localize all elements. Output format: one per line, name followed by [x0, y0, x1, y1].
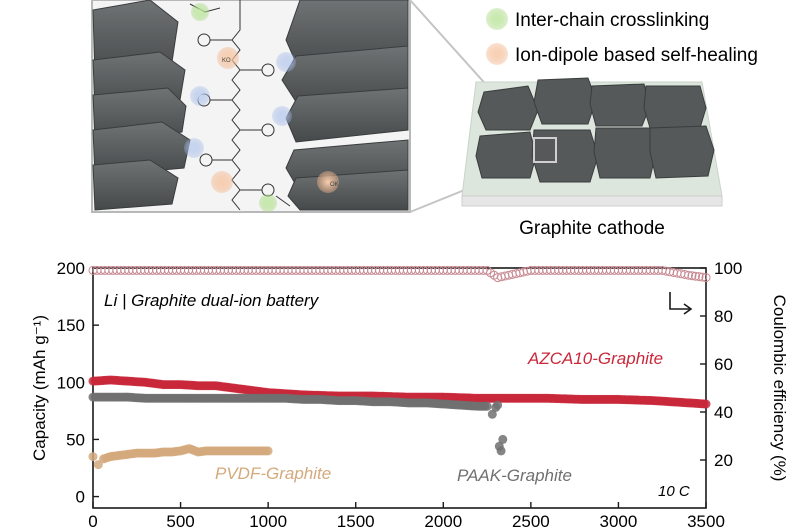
data-point	[691, 271, 700, 281]
data-point	[698, 272, 707, 282]
y-tick-label: 150	[57, 316, 85, 335]
x-tick-label: 1000	[249, 512, 287, 531]
y2-tick-label: 60	[714, 355, 733, 374]
amine-sphere	[272, 106, 292, 126]
y-tick-label: 0	[76, 488, 85, 507]
series-label-paak: PAAK-Graphite	[457, 466, 572, 485]
x-tick-label: 2000	[424, 512, 462, 531]
right-axis-arrow-icon	[669, 292, 693, 315]
legend-crosslinking-label: Inter-chain crosslinking	[515, 10, 709, 31]
series-layer	[88, 265, 711, 470]
amine-sphere	[276, 52, 296, 72]
x-tick-label: 1500	[337, 512, 375, 531]
data-point	[694, 272, 704, 282]
cycling-chart: 0 500 1000 1500 2000 2500 3000 3500 0 50 100 150 20…	[30, 259, 789, 531]
data-point	[487, 409, 497, 419]
series-label-azca10: AZCA10-Graphite	[527, 349, 663, 368]
data-point	[263, 446, 273, 456]
y2-axis-ticks: 20 40 60 80 100	[700, 259, 742, 470]
series-coulombic-efficiency	[88, 265, 711, 283]
y2-tick-label: 80	[714, 307, 733, 326]
data-point	[88, 452, 98, 462]
y2-axis-title: Coulombic efficiency (%)	[770, 295, 789, 482]
x-tick-label: 0	[88, 512, 97, 531]
series-label-pvdf: PVDF-Graphite	[215, 464, 331, 483]
amine-sphere	[184, 138, 204, 158]
electrode-caption: Graphite cathode	[519, 218, 665, 239]
chem-label-ok: OK	[330, 182, 339, 188]
x-tick-label: 3500	[687, 512, 725, 531]
data-point	[680, 270, 690, 279]
y2-tick-label: 20	[714, 451, 733, 470]
crosslink-sphere	[259, 194, 277, 212]
left-graphite-stack	[92, 0, 191, 211]
self-healing-sphere	[217, 47, 239, 69]
x-tick-label: 500	[166, 512, 194, 531]
chart-title: Li | Graphite dual-ion battery	[104, 291, 320, 310]
x-axis-ticks: 0 500 1000 1500 2000 2500 3000 3500	[88, 502, 725, 531]
crosslinking-marker-icon	[486, 8, 508, 30]
chem-label-ko: KO	[222, 58, 231, 64]
y2-tick-label: 100	[714, 259, 742, 278]
x-tick-label: 2500	[512, 512, 550, 531]
data-point	[496, 446, 506, 456]
right-graphite-stack	[281, 0, 409, 211]
x-tick-label: 3000	[600, 512, 638, 531]
binder-zoom-panel: KO OK	[91, 0, 411, 213]
y2-tick-label: 40	[714, 403, 733, 422]
legend-self-healing-label: Ion-dipole based self-healing	[515, 45, 758, 66]
y-tick-label: 50	[66, 430, 85, 449]
data-point	[482, 401, 492, 411]
electrode-illustration: Graphite cathode	[461, 77, 723, 239]
illustration-legend: Inter-chain crosslinking Ion-dipole base…	[486, 8, 758, 66]
amine-sphere	[190, 86, 210, 106]
zoom-region-box	[533, 137, 557, 163]
data-point	[701, 273, 711, 283]
self-healing-sphere	[317, 171, 339, 193]
data-point	[701, 399, 711, 409]
data-point	[684, 270, 693, 280]
data-point	[93, 460, 103, 470]
crosslink-sphere	[191, 3, 209, 21]
data-point	[498, 434, 508, 444]
series-paak	[88, 392, 508, 456]
data-point	[493, 400, 503, 410]
rate-label: 10 C	[658, 483, 690, 500]
series-pvdf	[88, 444, 273, 470]
self-healing-sphere	[211, 171, 233, 193]
y-tick-label: 100	[57, 373, 85, 392]
self-healing-marker-icon	[486, 43, 508, 65]
y-axis-title: Capacity (mAh g⁻¹)	[30, 315, 49, 461]
data-point	[687, 271, 697, 281]
polymer-chain	[189, 0, 291, 211]
y-tick-label: 200	[57, 259, 85, 278]
plot-frame	[92, 267, 707, 509]
